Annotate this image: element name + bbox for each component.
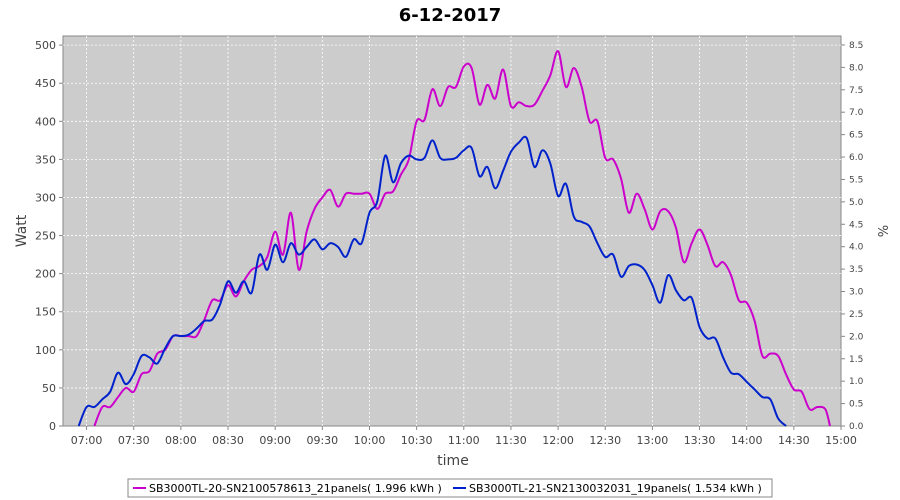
y2-tick-label: 0.5 [849,400,863,410]
y2-tick-label: 4.5 [849,220,863,230]
x-tick-label: 07:00 [71,434,103,447]
plot-area [62,35,842,427]
x-tick-label: 07:30 [118,434,150,447]
y-tick-label: 100 [35,344,56,357]
y-tick-label: 400 [35,115,56,128]
x-tick-label: 15:00 [825,434,857,447]
x-tick-label: 10:00 [354,434,386,447]
x-axis: 07:00 07:30 08:00 08:30 09:00 09:30 10:00 10:30… [71,426,857,447]
series-layer [77,50,831,427]
legend-label-series-1: SB3000TL-20-SN2100578613_21panels( 1.996… [149,482,442,495]
y2-tick-label: 6.0 [849,153,864,163]
y2-tick-label: 4.0 [849,243,864,253]
y2-tick-label: 6.5 [849,131,863,141]
y-tick-label: 300 [35,191,56,204]
y2-tick-label: 8.5 [849,41,863,51]
y-tick-label: 350 [35,153,56,166]
x-axis-title: time [437,453,469,469]
x-tick-label: 12:00 [542,434,574,447]
y-tick-label: 200 [35,268,56,281]
y-tick-label: 450 [35,77,56,90]
y2-tick-label: 0.0 [849,422,864,432]
legend-box [127,478,773,498]
chart-title: 6-12-2017 [399,5,502,26]
x-tick-label: 14:00 [731,434,763,447]
y2-tick-label: 2.5 [849,310,863,320]
x-tick-label: 11:30 [495,434,527,447]
series-line-1 [93,50,831,427]
y-tick-label: 250 [35,230,56,243]
y2-tick-label: 7.0 [849,108,864,118]
x-tick-label: 10:30 [401,434,433,447]
x-tick-label: 09:30 [306,434,338,447]
y-tick-label: 500 [35,39,56,52]
x-tick-label: 08:00 [165,434,197,447]
y2-tick-label: 3.5 [849,265,863,275]
legend-label-series-2: SB3000TL-21-SN2130032031_19panels( 1.534… [469,482,762,495]
y2-tick-label: 3.0 [849,288,864,298]
x-tick-label: 11:00 [448,434,480,447]
y2-tick-label: 7.5 [849,86,863,96]
y2-tick-label: 2.0 [849,332,864,342]
x-tick-label: 14:30 [778,434,810,447]
legend: SB3000TL-20-SN2100578613_21panels( 1.996… [127,478,773,498]
y-axis-left: 0 50 100 150 200 250 300 350 400 450 500 [35,39,63,433]
y2-tick-label: 5.5 [849,175,863,185]
y-tick-label: 50 [42,382,56,395]
y-tick-label: 150 [35,306,56,319]
x-tick-label: 12:30 [589,434,621,447]
y2-tick-label: 5.0 [849,198,864,208]
series-line-2 [77,135,787,427]
y-axis-title: Watt [14,214,30,247]
x-tick-label: 13:00 [637,434,669,447]
y-tick-label: 0 [49,420,56,433]
y2-tick-label: 1.0 [849,377,864,387]
y2-tick-label: 8.0 [849,63,864,73]
y2-tick-label: 1.5 [849,355,863,365]
grid-lines [63,36,841,426]
x-tick-label: 09:00 [259,434,291,447]
y2-axis-title: % [874,225,889,237]
x-tick-label: 08:30 [212,434,244,447]
y-axis-right: 0.0 0.5 1.0 1.5 2.0 2.5 3.0 3.5 4.0 4.5 5.0 5.5 6.0 6… [841,41,864,432]
x-tick-label: 13:30 [684,434,716,447]
